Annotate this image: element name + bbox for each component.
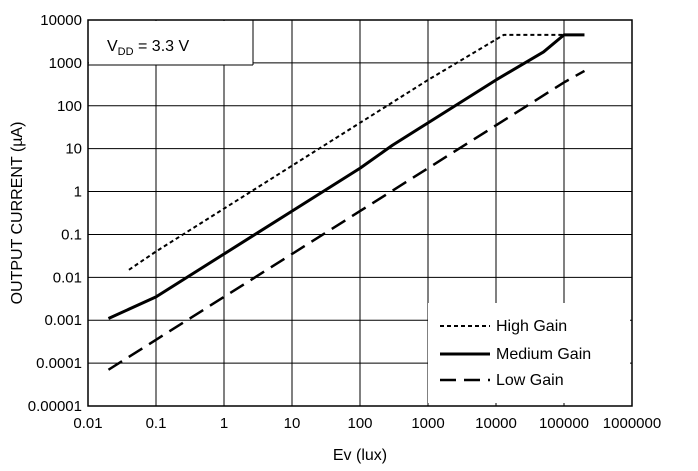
x-tick-label: 1000000 [603, 415, 661, 432]
y-tick-label: 1 [74, 184, 82, 201]
x-tick-label: 100 [347, 415, 372, 432]
grid-layer [88, 20, 632, 406]
x-tick-label: 100000 [539, 415, 589, 432]
x-tick-label: 1 [220, 415, 228, 432]
series-layer [107, 33, 586, 371]
y-tick-label: 0.00001 [28, 398, 82, 415]
x-tick-labels: 0.01 0.1 1 10 100 1000 10000 100000 1000000 [73, 415, 661, 432]
x-tick-label: 10000 [475, 415, 517, 432]
y-tick-label: 100 [57, 98, 82, 115]
legend-label-low-gain: Low Gain [496, 372, 564, 389]
y-tick-label: 10000 [40, 12, 82, 29]
y-tick-labels: 0.00001 0.0001 0.001 0.01 0.1 1 10 100 1000 10000 [28, 12, 82, 415]
x-tick-label: 10 [284, 415, 301, 432]
legend: High Gain Medium Gain Low Gain [428, 303, 630, 403]
x-tick-label: 0.01 [73, 415, 102, 432]
y-tick-label: 0.0001 [36, 355, 82, 372]
y-tick-label: 10 [65, 141, 82, 158]
x-tick-label: 0.1 [146, 415, 167, 432]
series-line-medium-gain [107, 33, 585, 320]
plot-frame [87, 19, 633, 407]
y-tick-label: 1000 [49, 55, 82, 72]
y-axis-label: OUTPUT CURRENT (µA) [9, 122, 26, 305]
y-tick-label: 0.001 [44, 312, 82, 329]
vdd-annotation: VDD = 3.3 V [88, 20, 254, 66]
series-line-low-gain [107, 69, 586, 371]
y-tick-label: 0.01 [53, 269, 82, 286]
legend-label-high-gain: High Gain [496, 318, 567, 335]
x-axis-label: Ev (lux) [333, 447, 387, 464]
legend-label-medium-gain: Medium Gain [496, 346, 591, 363]
x-tick-label: 1000 [411, 415, 444, 432]
y-tick-label: 0.1 [61, 226, 82, 243]
vdd-label: VDD = 3.3 V [107, 38, 189, 58]
series-line-high-gain [128, 33, 585, 271]
